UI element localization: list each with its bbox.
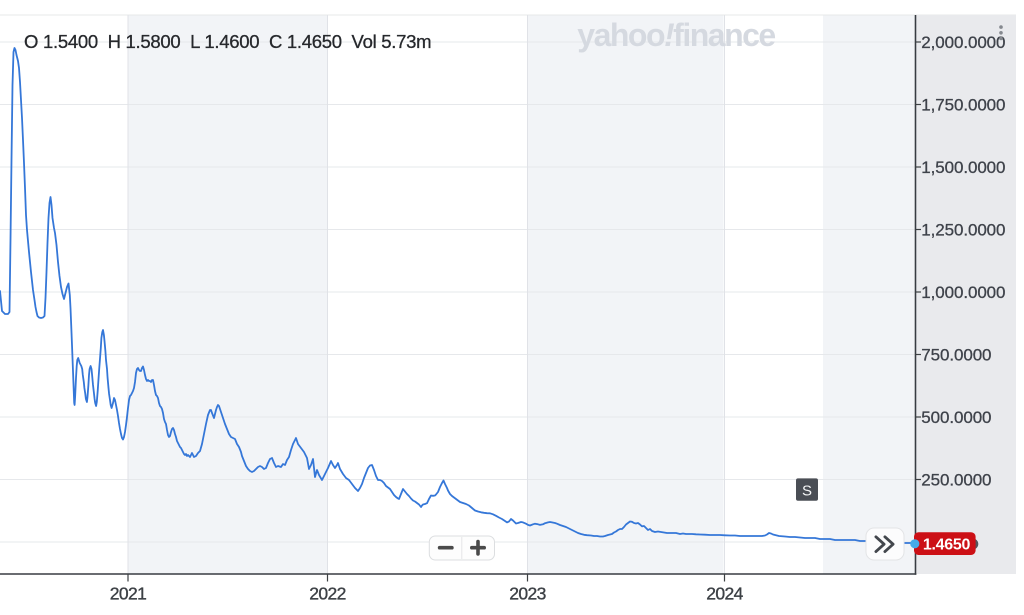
svg-text:S: S [802,482,812,499]
svg-text:1,250.0000: 1,250.0000 [921,221,1005,240]
svg-text:250.0000: 250.0000 [921,471,991,490]
svg-text:2024: 2024 [706,584,743,604]
svg-text:1,000.0000: 1,000.0000 [921,283,1005,302]
svg-text:2021: 2021 [110,584,147,604]
svg-text:750.0000: 750.0000 [921,346,991,365]
svg-text:O 1.5400 H 1.5800 L 1.4600: O 1.5400 H 1.5800 L 1.4600 C 1.4650 Vol … [24,31,431,52]
svg-text:yahoo!finance: yahoo!finance [577,17,775,53]
svg-text:2023: 2023 [509,584,546,604]
svg-text:1,500.0000: 1,500.0000 [921,158,1005,177]
svg-text:500.0000: 500.0000 [921,408,991,427]
svg-text:2022: 2022 [309,584,346,604]
svg-text:1.4650: 1.4650 [923,537,971,554]
svg-text:2,000.0000: 2,000.0000 [921,33,1005,52]
svg-text:1,750.0000: 1,750.0000 [921,96,1005,115]
